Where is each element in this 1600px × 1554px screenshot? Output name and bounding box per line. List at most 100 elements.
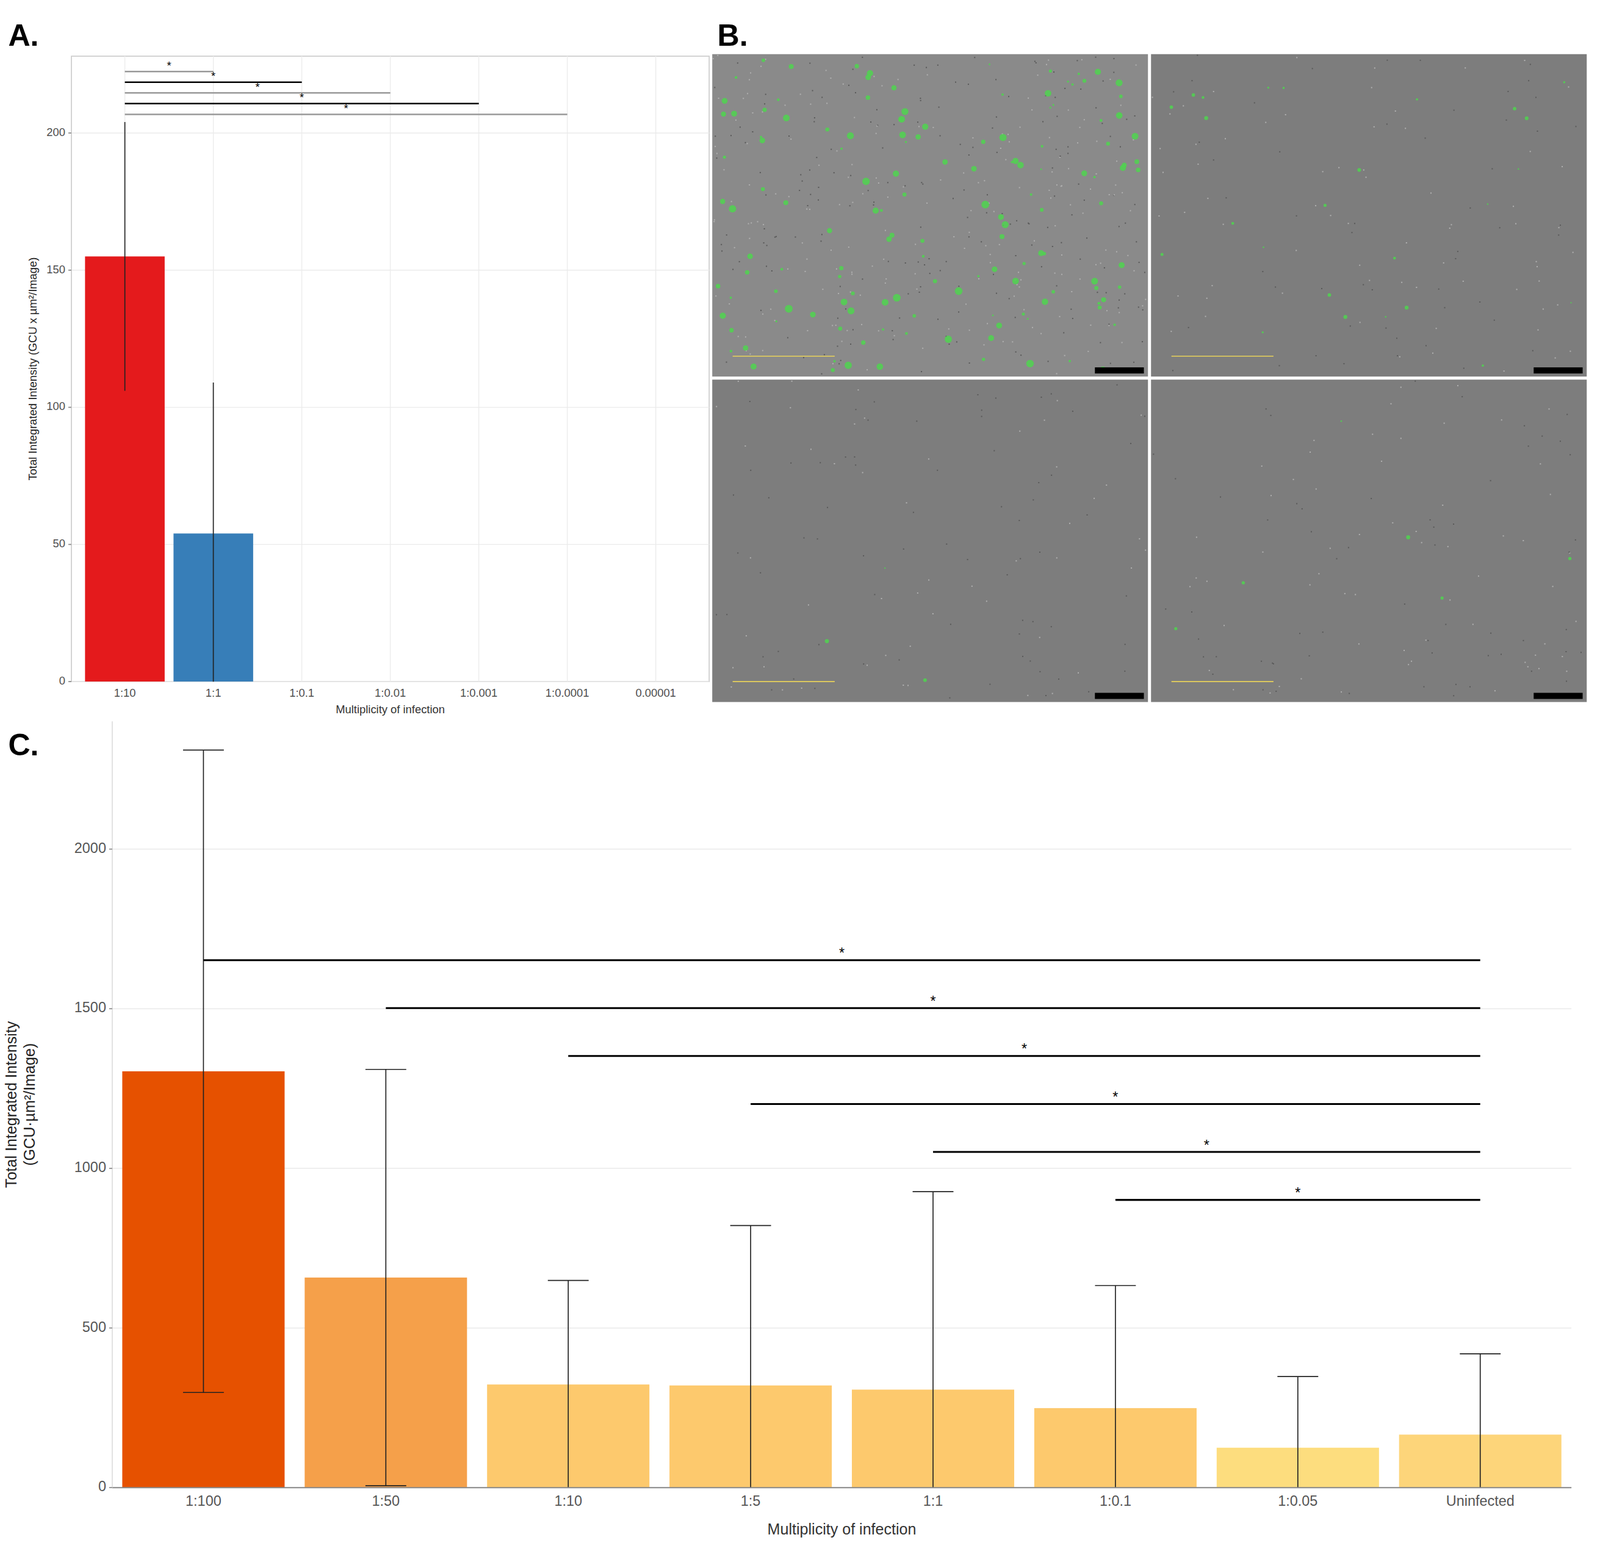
texture — [1207, 197, 1209, 199]
texture — [1018, 519, 1020, 522]
y-axis-title: Total Integrated Intensity(GCU·µm²/Image… — [2, 1020, 38, 1189]
texture — [1322, 170, 1324, 173]
texture — [817, 538, 819, 540]
texture — [1343, 363, 1345, 365]
texture — [932, 613, 934, 615]
texture — [1419, 59, 1422, 62]
fluorescence-spot — [1017, 161, 1024, 169]
texture — [1515, 223, 1517, 225]
texture — [1359, 321, 1361, 323]
fluorescence-spot — [1037, 250, 1045, 257]
texture — [1313, 439, 1315, 442]
panel-images: B. — [712, 18, 1587, 702]
texture — [759, 172, 761, 174]
error-line — [932, 1191, 934, 1488]
fluorescence-spot — [1404, 305, 1409, 310]
texture — [1348, 693, 1350, 695]
texture — [1056, 557, 1058, 559]
texture — [1086, 237, 1088, 239]
grid-line — [112, 1008, 1572, 1010]
texture — [1391, 522, 1394, 524]
texture — [1164, 608, 1167, 610]
texture — [798, 189, 800, 191]
texture — [840, 360, 842, 362]
texture — [981, 409, 983, 411]
texture — [1386, 59, 1388, 62]
y-tick-label: 150 — [46, 263, 66, 276]
texture — [814, 117, 816, 119]
texture — [972, 137, 974, 139]
error-cap — [730, 1225, 772, 1227]
bar — [438, 681, 519, 682]
texture — [922, 183, 924, 185]
texture — [1050, 626, 1053, 628]
fluorescence-spot — [1160, 252, 1164, 256]
fluorescence-spot — [1071, 83, 1074, 87]
texture — [819, 461, 821, 464]
texture — [967, 216, 969, 218]
texture — [851, 201, 854, 204]
texture — [1487, 655, 1489, 657]
timestamp-box — [1533, 693, 1583, 700]
texture — [762, 655, 764, 658]
texture — [922, 347, 924, 350]
texture — [1453, 109, 1455, 112]
panel-letter: C. — [7, 727, 39, 763]
y-tick — [68, 269, 72, 271]
texture — [1099, 342, 1101, 344]
texture — [718, 97, 720, 99]
texture — [939, 270, 941, 272]
texture — [1108, 323, 1110, 325]
texture — [1034, 61, 1036, 63]
significance-label: * — [1203, 1137, 1210, 1154]
texture — [1086, 514, 1089, 516]
texture — [712, 57, 714, 60]
texture — [1452, 695, 1455, 697]
texture — [969, 329, 971, 331]
grid-line — [112, 848, 1572, 850]
texture — [1064, 355, 1066, 357]
texture — [1516, 288, 1518, 290]
fluorescence-spot — [1267, 86, 1270, 89]
texture — [749, 469, 752, 472]
texture — [1549, 493, 1552, 495]
texture — [1144, 415, 1146, 417]
texture — [902, 684, 904, 686]
x-tick-label: 1:0.05 — [1277, 1493, 1318, 1510]
texture — [1113, 194, 1115, 196]
texture — [821, 288, 824, 290]
texture — [939, 179, 941, 181]
texture — [1169, 113, 1171, 115]
texture — [746, 142, 748, 145]
y-title-line: Total Integrated Intensity (GCU x µm²/Im… — [26, 257, 40, 481]
texture — [812, 90, 814, 92]
y-tick — [109, 848, 113, 851]
x-tick-label: 1:0.001 — [460, 686, 498, 700]
texture — [885, 278, 887, 280]
texture — [1124, 222, 1126, 224]
error-line — [203, 749, 205, 1393]
texture — [853, 423, 855, 425]
fluorescence-spot — [922, 255, 926, 259]
texture — [1232, 688, 1234, 691]
scale-bar — [1171, 681, 1274, 683]
significance-label: * — [167, 59, 172, 73]
texture — [742, 97, 744, 99]
texture — [972, 147, 974, 149]
x-tick-label: 1:0.01 — [374, 686, 406, 700]
texture — [1027, 695, 1029, 697]
texture — [768, 497, 770, 499]
texture — [866, 664, 868, 666]
texture — [1037, 74, 1039, 76]
texture — [983, 344, 985, 346]
texture — [995, 397, 997, 399]
fluorescence-spot — [881, 328, 885, 331]
y-tick — [68, 407, 72, 409]
texture — [892, 338, 894, 340]
texture — [1300, 678, 1302, 680]
texture — [1014, 316, 1017, 318]
texture — [859, 294, 862, 296]
fluorescence-spot — [1231, 222, 1235, 226]
fluorescence-spot — [891, 85, 898, 91]
texture — [1565, 651, 1567, 653]
